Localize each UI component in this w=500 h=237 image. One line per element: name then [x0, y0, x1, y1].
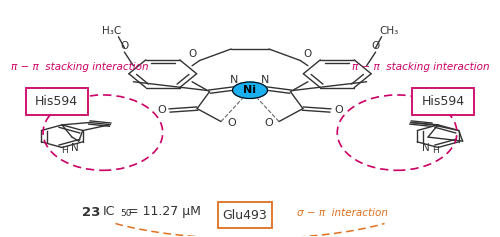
Text: N: N [230, 75, 238, 85]
Text: H₃C: H₃C [102, 26, 121, 36]
Text: 50: 50 [120, 210, 132, 219]
FancyBboxPatch shape [412, 88, 474, 115]
FancyBboxPatch shape [26, 88, 88, 115]
Text: O: O [189, 49, 197, 59]
Text: IC: IC [103, 205, 116, 218]
Text: CH₃: CH₃ [379, 26, 398, 36]
Text: O: O [120, 41, 128, 51]
Text: N: N [70, 143, 78, 153]
Text: H: H [61, 146, 68, 155]
Circle shape [232, 82, 268, 98]
Text: O: O [372, 41, 380, 51]
Text: O: O [303, 49, 311, 59]
Text: O: O [157, 105, 166, 115]
Text: O: O [227, 118, 236, 128]
Text: π − π  stacking interaction: π − π stacking interaction [10, 62, 148, 72]
Text: N: N [262, 75, 270, 85]
Text: H: H [432, 146, 439, 155]
Text: 23: 23 [82, 206, 100, 219]
Text: O: O [264, 118, 273, 128]
Text: Ni: Ni [244, 85, 256, 95]
FancyBboxPatch shape [218, 202, 272, 228]
Text: His594: His594 [35, 95, 78, 108]
Text: N: N [422, 143, 430, 153]
Text: = 11.27 μM: = 11.27 μM [128, 205, 200, 218]
Text: His594: His594 [422, 95, 465, 108]
Text: σ − π  interaction: σ − π interaction [298, 208, 388, 218]
Text: O: O [334, 105, 343, 115]
Text: Glu493: Glu493 [222, 209, 268, 222]
Text: π − π  stacking interaction: π − π stacking interaction [352, 62, 490, 72]
